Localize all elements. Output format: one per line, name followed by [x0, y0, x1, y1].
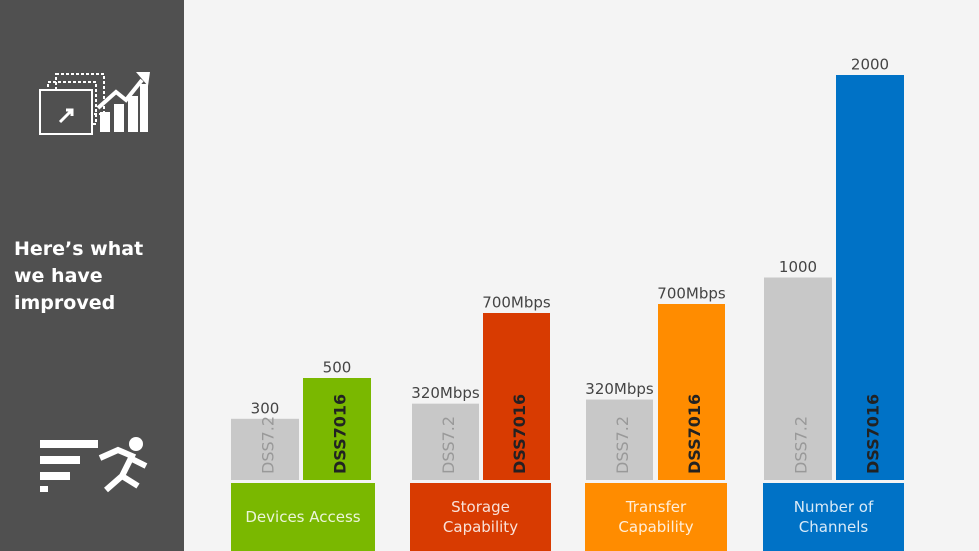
group-title: Storage Capability [442, 498, 519, 536]
windows-icon [39, 73, 105, 135]
value-label: 320Mbps [411, 384, 480, 402]
value-label: 1000 [779, 258, 817, 276]
group-title-box: Transfer Capability [585, 483, 727, 551]
value-label: 500 [323, 359, 352, 377]
bar-category: DSS7.2 [613, 416, 632, 474]
bar [658, 304, 725, 480]
bar-category: DSS7016 [510, 394, 529, 474]
group-title-box: Number of Channels [763, 483, 904, 551]
bar-category: DSS7.2 [792, 416, 811, 474]
bar-category: DSS7016 [331, 394, 350, 474]
group-title-box: Storage Capability [410, 483, 551, 551]
value-label: 2000 [851, 56, 889, 74]
runner-icon [40, 437, 148, 493]
growth-icon [96, 72, 150, 132]
value-label: 300 [251, 399, 280, 417]
bar [231, 418, 299, 480]
group-title-box: Devices Access [231, 483, 375, 551]
bar [412, 403, 479, 480]
value-label: 700Mbps [657, 285, 726, 303]
group-title: Devices Access [245, 508, 361, 526]
value-label: 700Mbps [482, 294, 551, 312]
bar [836, 75, 904, 480]
heading: Here’s what we have improved [14, 238, 144, 314]
bar [586, 399, 653, 480]
bar [764, 277, 832, 480]
bar [303, 378, 371, 480]
bar [483, 313, 550, 480]
bar-category: DSS7016 [685, 394, 704, 474]
bar-category: DSS7.2 [259, 416, 278, 474]
bar-category: DSS7016 [864, 394, 883, 474]
group-title: Transfer Capability [618, 498, 694, 536]
value-label: 320Mbps [585, 380, 654, 398]
group-title: Number of Channels [793, 498, 874, 536]
bar-category: DSS7.2 [439, 416, 458, 474]
